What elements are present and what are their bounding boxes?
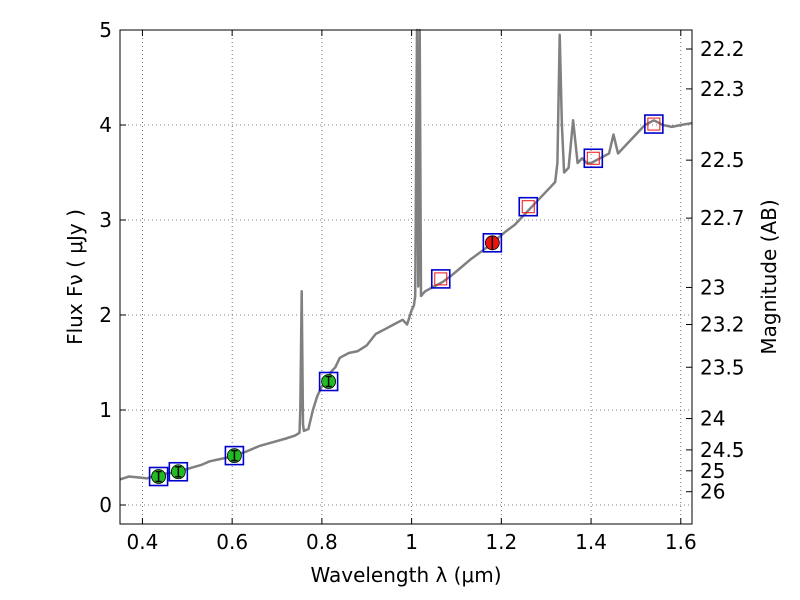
- right-tick-label: 22.3: [700, 77, 745, 101]
- red-square-marker: [434, 272, 448, 286]
- right-tick-label: 23.5: [700, 355, 745, 379]
- x-tick-label: 0.8: [306, 530, 338, 554]
- blue-square-marker: [518, 196, 539, 217]
- x-tick-label: 1.2: [485, 530, 517, 554]
- x-tick-label: 0.6: [216, 530, 248, 554]
- blue-square-marker: [644, 114, 664, 134]
- blue-square-marker: [168, 461, 189, 482]
- right-tick-label: 25: [700, 459, 725, 483]
- right-axis-label: Magnitude (AB): [757, 199, 781, 354]
- axes: 0.4 0.6 0.8 1 1.2 1.4 1.601234522.222.322.522.…: [99, 18, 744, 554]
- x-axis-label: Wavelength λ (μm): [310, 563, 501, 587]
- y-tick-label: 3: [99, 208, 112, 232]
- blue-square-marker: [482, 233, 503, 253]
- blue-square-marker: [148, 466, 169, 487]
- blue-square-marker: [430, 269, 451, 289]
- y-tick-label: 5: [99, 18, 112, 42]
- y-tick-label: 4: [99, 113, 112, 137]
- red-square-marker: [521, 200, 535, 214]
- blue-square-marker: [224, 445, 245, 466]
- plot-area: [119, 28, 693, 487]
- right-tick-label: 22.2: [700, 37, 745, 61]
- right-tick-label: 24: [700, 407, 725, 431]
- x-tick-label: 1.6: [665, 530, 697, 554]
- x-tick-label: 1: [405, 530, 418, 554]
- red-square-marker: [647, 117, 661, 131]
- right-tick-label: 24.5: [700, 438, 745, 462]
- x-tick-label: 1.4: [575, 530, 607, 554]
- right-tick-label: 22.5: [700, 148, 745, 172]
- blue-square-marker: [318, 371, 339, 392]
- red-square-marker: [586, 151, 600, 165]
- y-axis-label: Flux Fν ( μJy ): [63, 209, 87, 345]
- y-tick-label: 2: [99, 303, 112, 327]
- right-tick-label: 22.7: [700, 206, 745, 230]
- right-tick-label: 23.2: [700, 313, 745, 337]
- right-tick-label: 26: [700, 480, 725, 504]
- x-tick-label: 0.4: [127, 530, 159, 554]
- blue-square-marker: [583, 148, 604, 169]
- spectrum-line: [119, 28, 693, 481]
- y-tick-label: 1: [99, 398, 112, 422]
- right-tick-label: 23: [700, 275, 725, 299]
- plot-frame: [119, 29, 693, 525]
- y-tick-label: 0: [99, 493, 112, 517]
